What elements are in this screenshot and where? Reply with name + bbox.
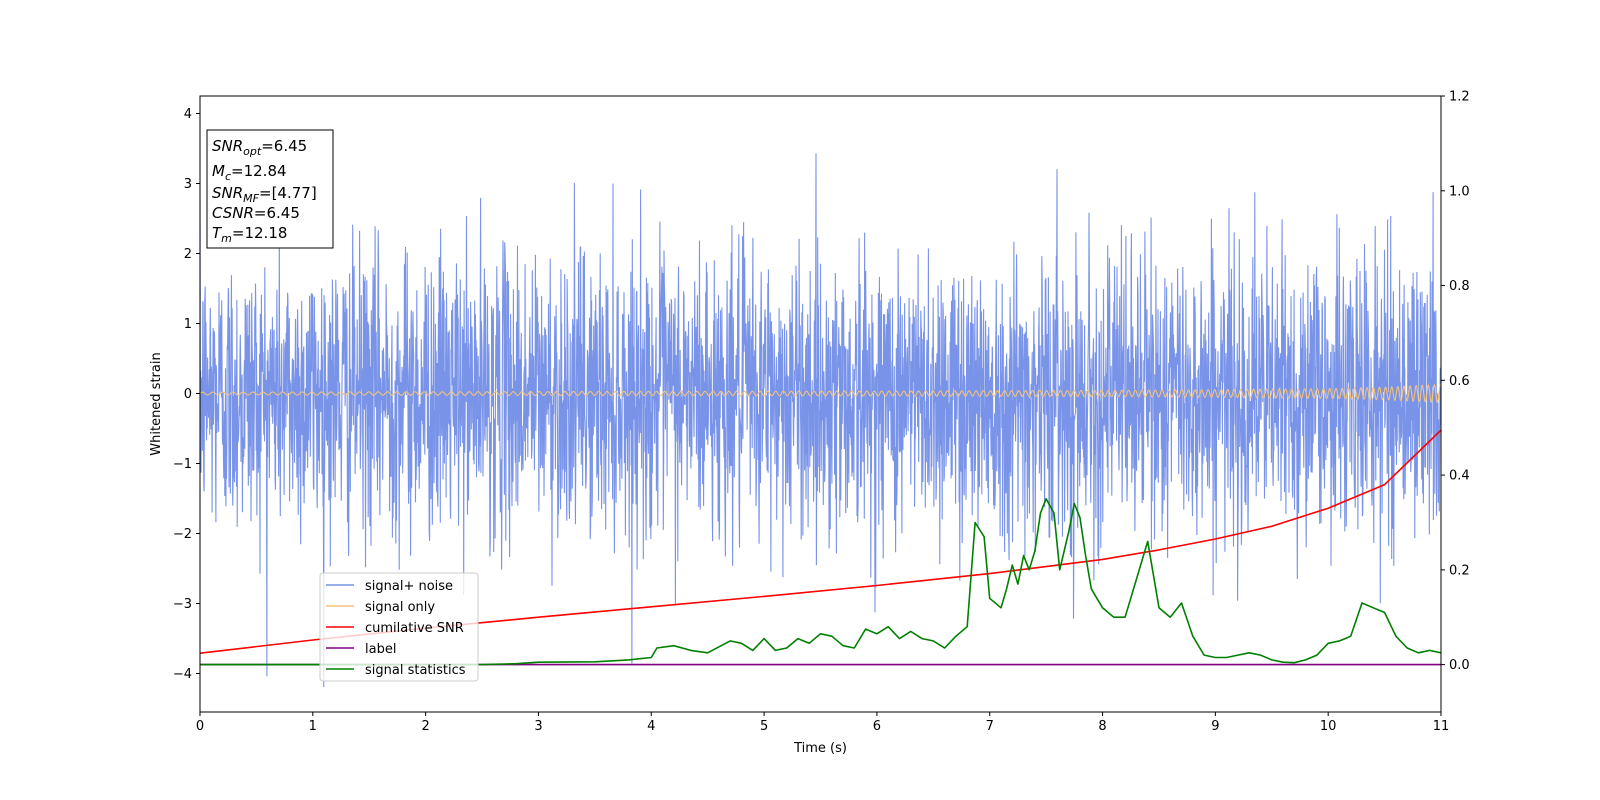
x-tick-label: 9 — [1211, 719, 1219, 734]
x-tick-label: 5 — [760, 719, 768, 734]
y2-tick-label: 0.0 — [1449, 658, 1470, 673]
y2-tick-label: 0.4 — [1449, 469, 1470, 484]
x-axis-label: Time (s) — [793, 741, 847, 756]
y-tick-label: 0 — [184, 387, 192, 402]
y-tick-label: −4 — [173, 667, 192, 682]
annotation-line: Tm=12.18 — [212, 224, 287, 245]
legend-label: signal+ noise — [365, 579, 453, 594]
x-tick-label: 2 — [421, 719, 429, 734]
y-tick-label: −1 — [173, 457, 192, 472]
annotation-line: Mc=12.84 — [212, 162, 287, 183]
y-tick-label: 3 — [184, 177, 192, 192]
legend-label: signal only — [365, 600, 435, 615]
y-tick-label: 1 — [184, 317, 192, 332]
x-tick-label: 1 — [309, 719, 317, 734]
legend: signal+ noise signal only cumilative SNR la… — [319, 572, 479, 682]
legend-frame — [319, 572, 479, 682]
annotation-line: SNRopt=6.45 — [212, 137, 307, 158]
legend-label: signal statistics — [365, 663, 466, 678]
series-signal-statistics — [200, 498, 1441, 666]
y-axis-label: Whitened strain — [149, 352, 164, 455]
y-tick-label: 4 — [184, 107, 192, 122]
legend-label: cumilative SNR — [365, 621, 464, 636]
x-tick-label: 11 — [1433, 719, 1450, 734]
series-signal-noise — [200, 153, 1441, 688]
y2-tick-label: 1.0 — [1449, 184, 1470, 199]
y-tick-label: 2 — [184, 247, 192, 262]
x-tick-label: 7 — [986, 719, 994, 734]
y2-tick-label: 0.2 — [1449, 563, 1470, 578]
annotation-box: SNRopt=6.45 Mc=12.84SNRMF=[4.77]CSNR=6.45… — [206, 129, 334, 249]
series-signal-only — [200, 383, 1441, 404]
y2-tick-label: 1.2 — [1449, 90, 1470, 105]
y-tick-label: −3 — [173, 597, 192, 612]
legend-label: label — [365, 642, 396, 657]
x-tick-label: 0 — [196, 719, 204, 734]
x-tick-label: 10 — [1320, 719, 1337, 734]
axes: 0 1 2 3 4 5 6 7 8 9 10 1143210−1−2−3−40.00.20.40.60… — [173, 90, 1470, 735]
x-tick-label: 3 — [534, 719, 542, 734]
annotation-line: SNRMF=[4.77] — [212, 184, 317, 205]
y2-tick-label: 0.6 — [1449, 374, 1470, 389]
y-tick-label: −2 — [173, 527, 192, 542]
y2-tick-label: 0.8 — [1449, 279, 1470, 294]
annotation-line: CSNR=6.45 — [212, 204, 300, 222]
x-tick-label: 4 — [647, 719, 655, 734]
x-tick-label: 8 — [1098, 719, 1106, 734]
annotation-box-frame — [206, 129, 334, 249]
x-tick-label: 6 — [873, 719, 881, 734]
plot-frame — [199, 95, 1442, 713]
